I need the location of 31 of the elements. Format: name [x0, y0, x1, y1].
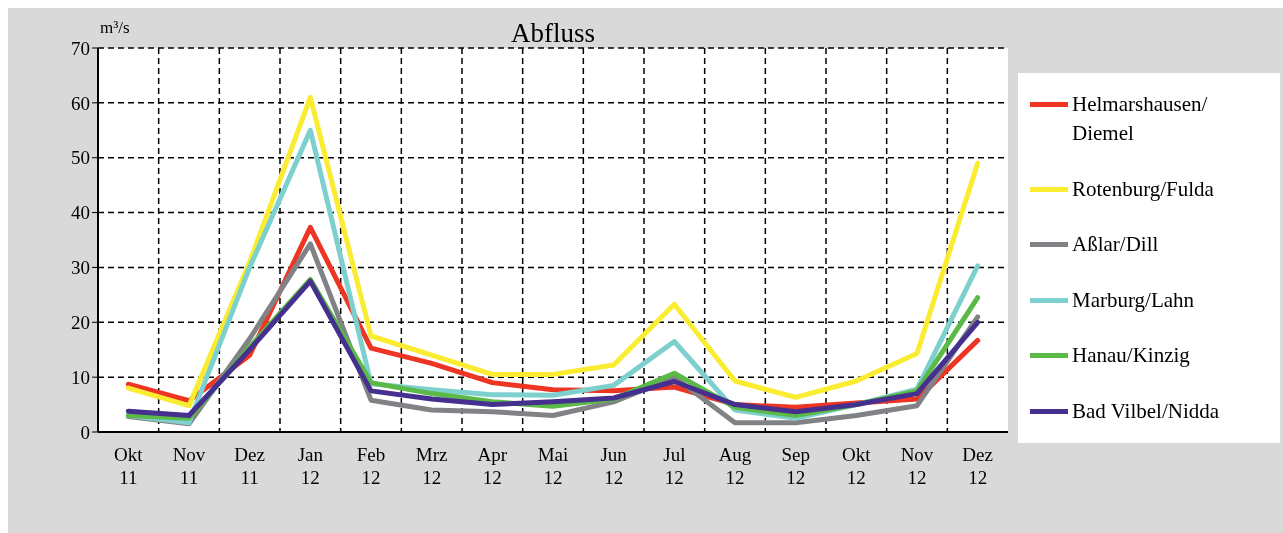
legend-label: Marburg/Lahn	[1072, 286, 1195, 314]
y-tick-label: 30	[71, 257, 90, 279]
x-tick-label: Nov 11	[172, 444, 206, 488]
y-axis-title: m³/s	[100, 18, 130, 38]
x-tick-label: Feb 12	[356, 444, 386, 488]
x-tick-label: Dez 12	[962, 444, 993, 488]
x-tick-label: Okt 12	[842, 444, 872, 488]
x-tick-label: Jul 12	[663, 444, 686, 488]
y-tick-label: 10	[71, 366, 90, 388]
y-tick-label: 40	[71, 202, 90, 224]
legend-label: Aßlar/Dill	[1072, 231, 1159, 259]
x-tick-label: Jun 12	[600, 444, 628, 488]
y-tick-label: 70	[71, 37, 90, 59]
x-tick-label: Okt 11	[114, 444, 144, 488]
y-tick-label: 50	[71, 147, 90, 169]
legend-label: Helmarshausen/ Diemel	[1072, 91, 1208, 148]
x-tick-label: Jan 12	[297, 444, 324, 488]
legend-label: Bad Vilbel/Nidda	[1072, 397, 1220, 425]
y-tick-label: 20	[71, 312, 90, 334]
y-tick-label: 0	[80, 421, 90, 443]
y-tick-label: 60	[71, 92, 90, 114]
x-tick-label: Nov 12	[900, 444, 934, 488]
legend-label: Rotenburg/Fulda	[1072, 175, 1214, 203]
x-tick-label: Sep 12	[781, 444, 810, 488]
x-tick-label: Aug 12	[718, 444, 752, 488]
legend-label: Hanau/Kinzig	[1072, 342, 1190, 370]
chart-title: Abfluss	[510, 18, 595, 48]
x-tick-label: Mai 12	[537, 444, 569, 488]
x-tick-label: Apr 12	[477, 444, 508, 488]
x-tick-label: Mrz 12	[415, 444, 448, 488]
x-tick-label: Dez 11	[234, 444, 265, 488]
